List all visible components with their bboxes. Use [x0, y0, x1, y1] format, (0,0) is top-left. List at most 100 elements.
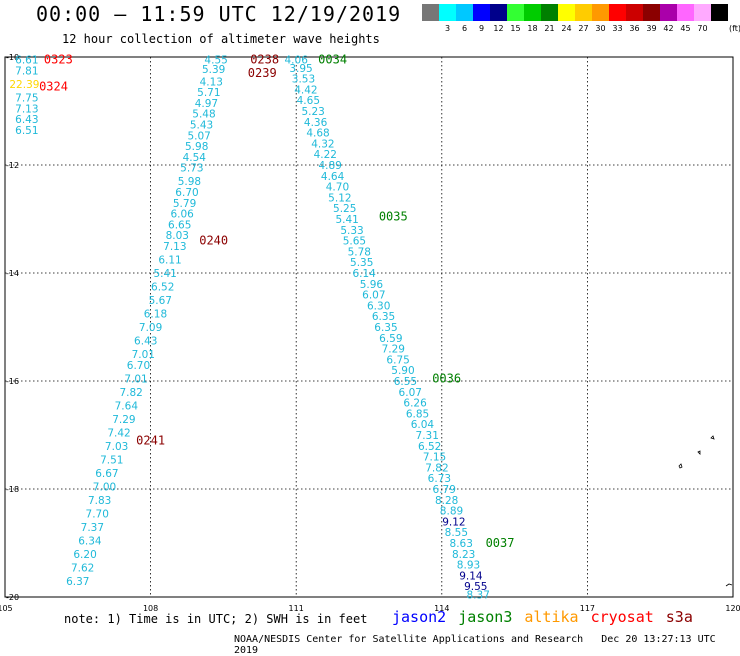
swh-value: 7.62 — [71, 562, 94, 574]
swh-value: 6.35 — [372, 311, 395, 323]
swh-value: 8.93 — [457, 560, 480, 572]
swh-value: 6.07 — [399, 387, 422, 399]
color-scale-cell: 9 — [473, 4, 490, 33]
credit-text: NOAA/NESDIS Center for Satellite Applica… — [234, 634, 584, 645]
swh-value: 9.12 — [442, 516, 465, 528]
swh-value: 5.12 — [328, 192, 351, 204]
swh-value: 7.13 — [163, 241, 186, 253]
swh-value: 4.22 — [314, 149, 337, 161]
color-scale-cell: 27 — [575, 4, 592, 33]
color-scale-cell: 33 — [609, 4, 626, 33]
swh-value: 4.54 — [183, 152, 207, 164]
satellite-track: 4.063.953.534.424.655.234.364.684.324.22… — [285, 53, 515, 602]
lon-tick-label: 111 — [289, 604, 304, 613]
swh-value: 8.55 — [445, 527, 468, 539]
swh-value: 6.35 — [374, 322, 397, 334]
swh-value: 5.98 — [185, 141, 208, 153]
swh-value: 6.18 — [144, 309, 167, 321]
swh-value: 5.41 — [153, 268, 176, 280]
color-scale-cell — [711, 4, 728, 21]
swh-value: 6.51 — [15, 125, 38, 137]
color-scale-label: 21 — [544, 24, 555, 33]
swh-value: 7.51 — [100, 454, 123, 466]
swh-value: 5.96 — [360, 279, 384, 291]
swh-value: 6.85 — [406, 408, 429, 420]
swh-value: 4.65 — [297, 95, 320, 107]
color-scale-legend: 3 6 9 12 15 18 21 24 27 30 33 36 39 42 45 70 — [422, 4, 728, 33]
lat-tick-label: -10 — [6, 53, 19, 62]
swh-value: 8.89 — [440, 506, 463, 518]
color-scale-label: 45 — [680, 24, 691, 33]
swh-value: 7.83 — [88, 495, 111, 507]
color-scale-label: 39 — [646, 24, 657, 33]
lon-tick-label: 120 — [725, 604, 740, 613]
map-grid — [5, 57, 733, 597]
swh-value: 8.63 — [450, 538, 473, 550]
color-scale-cell: 70 — [694, 4, 711, 33]
swh-value: 5.65 — [343, 236, 366, 248]
swh-value: 5.41 — [335, 214, 358, 226]
swh-value: 7.31 — [416, 430, 439, 442]
swh-value: 8.37 — [467, 589, 490, 601]
color-scale-unit: (ft) — [729, 24, 740, 33]
color-scale-cell: 12 — [490, 4, 507, 33]
color-scale-cell: 45 — [677, 4, 694, 33]
swh-value: 5.07 — [187, 130, 210, 142]
swh-value: 7.29 — [382, 344, 405, 356]
color-scale-label: 27 — [578, 24, 589, 33]
swh-value: 6.75 — [386, 354, 409, 366]
swh-value: 6.43 — [134, 336, 157, 348]
swh-value: 7.03 — [105, 441, 128, 453]
coastline — [678, 435, 733, 587]
swh-value: 6.06 — [170, 209, 194, 221]
swh-value: 5.71 — [197, 87, 220, 99]
color-scale-label: 36 — [629, 24, 640, 33]
lat-tick-label: -20 — [6, 593, 19, 602]
color-scale-label: 18 — [527, 24, 538, 33]
color-scale-label: 33 — [612, 24, 623, 33]
map-border — [4, 56, 734, 598]
pass-time-label: 0323 — [44, 53, 73, 67]
swh-value: 6.11 — [158, 255, 181, 267]
swh-value: 6.65 — [168, 219, 191, 231]
footer-note: note: 1) Time is in UTC; 2) SWH is in fe… — [64, 612, 368, 626]
pass-time-label: 0238 — [250, 53, 279, 67]
color-scale-cell — [422, 4, 439, 21]
color-scale-label: 30 — [595, 24, 606, 33]
color-scale-label: 3 — [444, 24, 451, 33]
swh-value: 4.36 — [304, 117, 328, 129]
lat-tick-label: -18 — [6, 485, 19, 494]
island-shape — [710, 435, 715, 440]
swh-value: 6.07 — [362, 290, 385, 302]
swh-value: 5.90 — [391, 365, 414, 377]
swh-value: 7.15 — [423, 452, 446, 464]
swh-value: 6.43 — [15, 114, 38, 126]
color-scale-cell: 36 — [626, 4, 643, 33]
color-scale-cell: 18 — [524, 4, 541, 33]
swh-value: 6.34 — [78, 535, 102, 547]
swh-value: 7.42 — [107, 427, 130, 439]
swh-value: 6.70 — [175, 187, 198, 199]
swh-value: 6.14 — [352, 268, 376, 280]
lon-tick-label: 114 — [434, 604, 449, 613]
swh-value: 7.82 — [119, 387, 142, 399]
swh-value: 6.73 — [428, 473, 451, 485]
swh-value: 22.39 — [9, 79, 39, 91]
swh-value: 4.68 — [306, 128, 329, 140]
color-scale-label: 15 — [510, 24, 521, 33]
color-scale-cell: 30 — [592, 4, 609, 33]
swh-value: 7.01 — [132, 349, 155, 361]
swh-value: 4.06 — [285, 55, 309, 67]
swh-value: 6.52 — [418, 441, 441, 453]
swh-value: 6.79 — [433, 484, 456, 496]
swh-value: 6.26 — [403, 398, 427, 410]
swh-value: 5.25 — [333, 203, 356, 215]
swh-value: 6.61 — [15, 55, 38, 67]
pass-time-label: 0324 — [39, 80, 68, 94]
pass-time-label: 0037 — [486, 536, 515, 550]
swh-value: 5.39 — [202, 64, 225, 76]
color-scale-label: 70 — [697, 24, 708, 33]
swh-value: 9.14 — [459, 570, 483, 582]
swh-value: 7.29 — [112, 414, 135, 426]
